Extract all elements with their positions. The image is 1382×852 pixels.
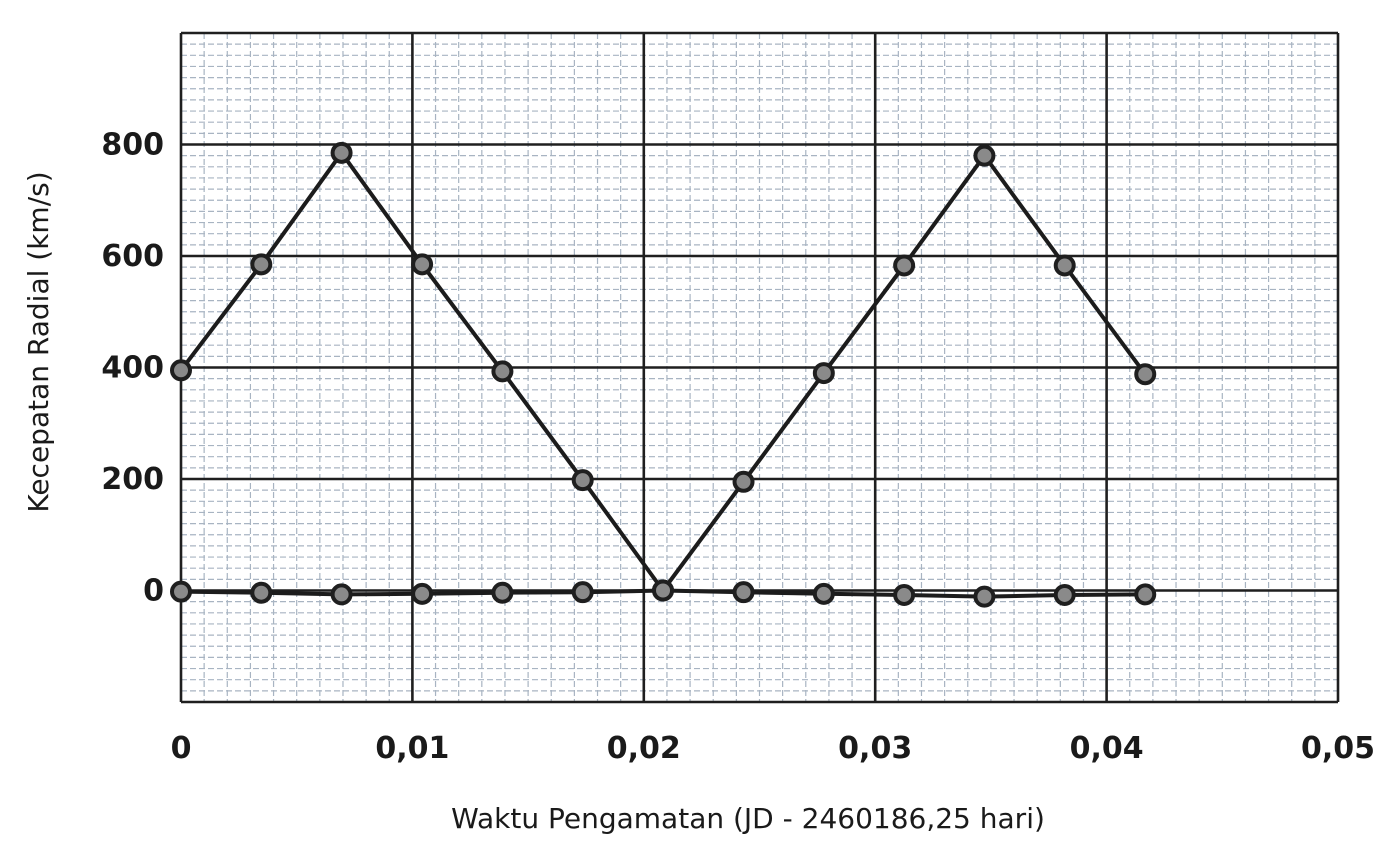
y-tick-label: 0: [143, 574, 164, 609]
data-point: [973, 585, 996, 608]
y-tick-labels: 0 200 400 600 800: [101, 128, 164, 609]
y-tick-label: 800: [101, 128, 164, 163]
data-point: [732, 470, 755, 493]
data-point: [1053, 583, 1076, 606]
y-tick-label: 400: [101, 351, 164, 386]
data-point: [893, 254, 916, 277]
data-point: [250, 253, 273, 276]
x-axis-title: Waktu Pengamatan (JD - 2460186,25 hari): [451, 802, 1045, 835]
y-tick-label: 600: [101, 239, 164, 274]
data-point: [170, 580, 192, 603]
data-point: [170, 359, 192, 382]
data-point: [250, 581, 273, 604]
data-point: [571, 469, 594, 492]
data-point: [330, 141, 353, 164]
x-tick-label: 0,01: [375, 731, 449, 766]
data-point: [330, 583, 353, 606]
data-point: [491, 360, 514, 383]
data-point: [1134, 363, 1157, 386]
x-tick-label: 0,03: [838, 731, 912, 766]
x-tick-label: 0,04: [1070, 731, 1144, 766]
x-tick-label: 0,02: [607, 731, 681, 766]
data-point: [812, 582, 835, 605]
data-point: [732, 581, 755, 604]
x-tick-labels: 0 0,01 0,02 0,03 0,04 0,05: [171, 731, 1375, 766]
data-point: [973, 144, 996, 167]
y-tick-label: 200: [101, 462, 164, 497]
data-point: [491, 581, 514, 604]
data-point: [1134, 583, 1157, 606]
data-point: [571, 581, 594, 604]
data-point: [411, 582, 434, 605]
data-point: [1053, 254, 1076, 277]
x-tick-label: 0,05: [1301, 731, 1375, 766]
series-line-1: [179, 150, 1147, 593]
series-layer: [170, 141, 1157, 608]
data-point: [652, 579, 675, 602]
data-point: [893, 583, 916, 606]
data-point: [812, 362, 835, 385]
y-axis-title: Kecepatan Radial (km/s): [22, 171, 55, 512]
x-tick-label: 0: [171, 731, 192, 766]
data-point: [411, 253, 434, 276]
